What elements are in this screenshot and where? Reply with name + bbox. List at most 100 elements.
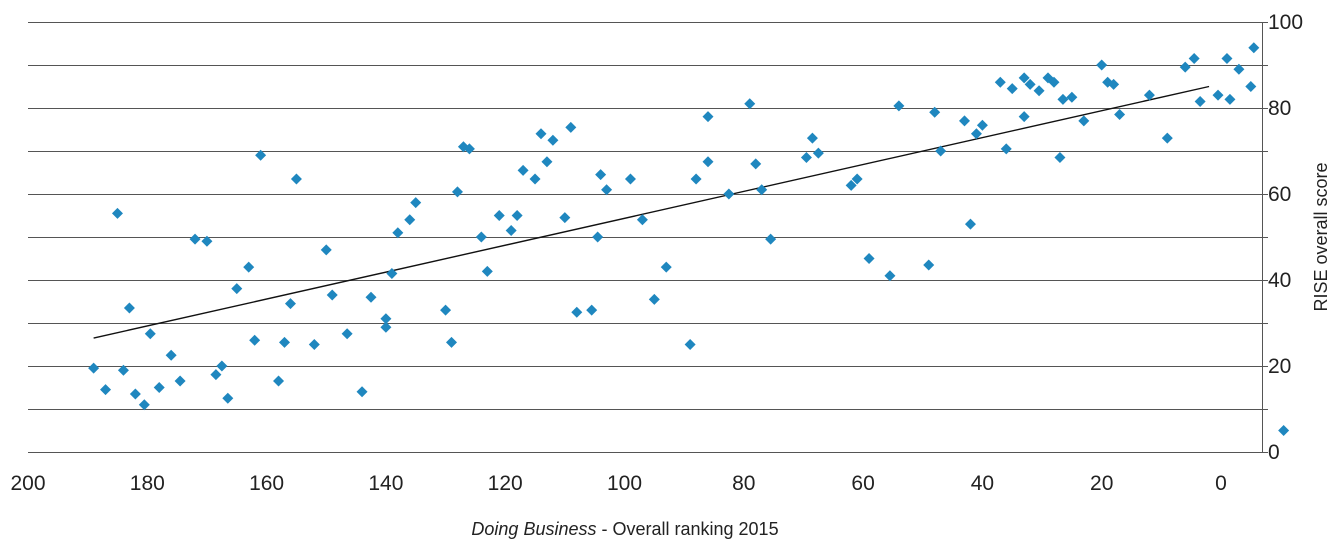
data-point [165,349,177,361]
x-tick-label: 60 [851,472,874,495]
data-point [138,399,150,411]
data-point [284,298,296,310]
data-point [320,244,332,256]
y-tick-label: 20 [1268,355,1291,378]
data-point [1024,78,1036,90]
data-point [765,233,777,245]
data-point [1194,96,1206,108]
data-point [1054,151,1066,163]
data-point [845,179,857,191]
data-point [144,328,156,340]
data-point [475,231,487,243]
data-point [1114,108,1126,120]
data-point [690,173,702,185]
data-point [451,186,463,198]
data-point [1179,61,1191,73]
data-point [278,336,290,348]
data-point [636,214,648,226]
data-point [851,173,863,185]
data-point [994,76,1006,88]
data-point [365,291,377,303]
data-point [326,289,338,301]
x-tick-label: 20 [1090,472,1113,495]
data-point [935,145,947,157]
data-point [684,339,696,350]
data-point [744,98,756,110]
data-point [756,184,768,196]
data-point [648,293,660,305]
data-point [929,106,941,118]
data-point [624,173,636,185]
data-point [222,392,234,404]
data-point [386,268,398,280]
data-point [111,207,123,219]
data-point [1066,91,1078,103]
data-point [702,156,714,168]
data-point [586,304,598,316]
data-point [571,306,583,318]
x-tick-label: 40 [971,472,994,495]
data-point [463,143,475,155]
y-tick-labels: 0 20 40 60 80 100 [1268,11,1303,464]
data-point [341,328,353,340]
data-point [547,134,559,146]
data-point [1224,93,1236,105]
data-point [702,111,714,123]
data-point [1057,93,1069,105]
data-point [601,184,613,196]
x-tick-label: 180 [130,472,165,495]
data-point [189,233,201,245]
data-point [541,156,553,168]
data-point [923,259,935,271]
x-tick-label: 80 [732,472,755,495]
data-point [88,362,100,374]
data-point [440,304,452,316]
data-point [1248,42,1260,54]
data-point [243,261,255,273]
data-point [964,218,976,230]
data-point [505,225,517,237]
data-point [959,115,971,127]
x-axis-title: Doing Business - Overall ranking 2015 [471,519,778,539]
data-point [1161,132,1173,144]
data-point [1108,78,1120,90]
data-point [1143,89,1155,101]
data-point [559,212,571,224]
data-point [174,375,186,387]
trendline [93,85,1210,339]
data-point [750,158,762,170]
y-tick-label: 60 [1268,183,1291,206]
gridlines [28,22,1262,410]
data-point [660,261,672,273]
x-tick-label: 0 [1215,472,1227,495]
data-point [356,386,368,398]
x-tick-label: 160 [249,472,284,495]
y-tick-label: 80 [1268,97,1291,120]
data-point [404,214,416,226]
data-point [511,210,523,221]
data-point [1018,72,1030,84]
data-point [231,283,243,295]
data-point [800,151,812,163]
data-point [884,270,896,282]
data-point [1048,76,1060,88]
data-point [1212,89,1224,101]
data-point [249,334,261,346]
data-point [806,132,818,144]
data-point [117,364,129,376]
x-tick-labels: 200 180 160 140 120 100 80 60 40 20 0 [10,472,1226,495]
data-point [1000,143,1012,155]
data-point [481,265,493,277]
data-point [1096,59,1108,71]
data-point [565,121,577,133]
data-point [863,253,875,264]
x-tick-label: 100 [607,472,642,495]
data-point [201,235,213,247]
y-axis-title: RISE overall score [1311,162,1331,311]
trendline-layer [93,85,1210,339]
x-tick-label: 200 [10,472,45,495]
data-point [970,128,982,140]
data-point [723,188,735,200]
data-point [1245,81,1257,92]
